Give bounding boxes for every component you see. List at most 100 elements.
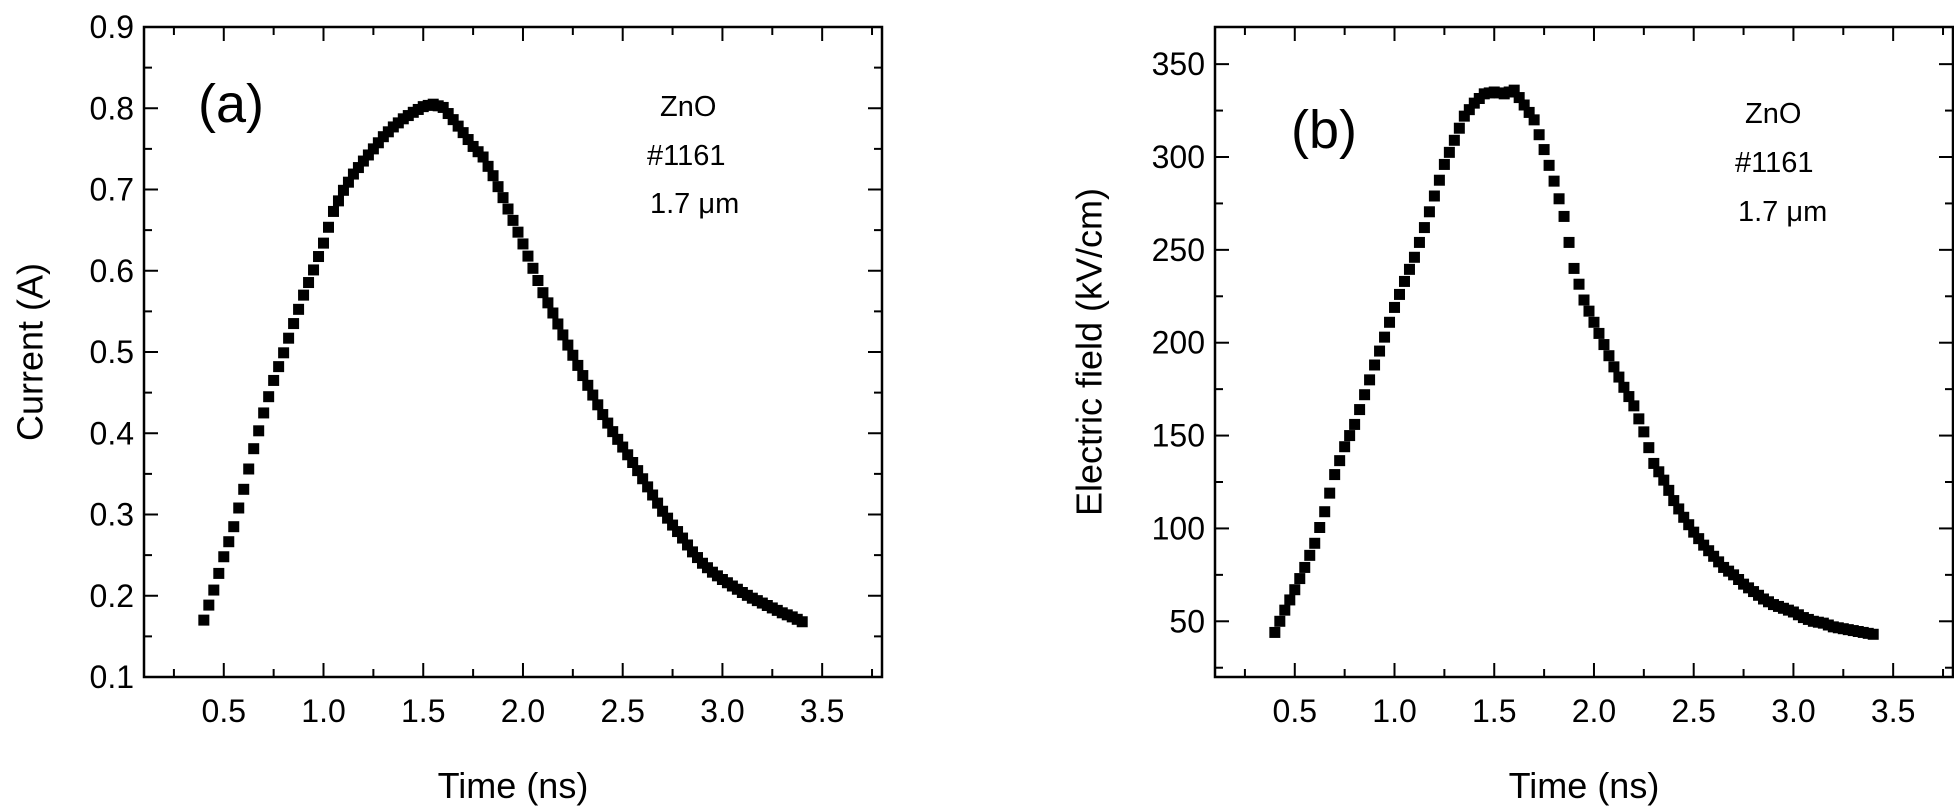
- y-tick-label: 300: [1152, 139, 1205, 175]
- annotation-sample-a: #1161: [647, 140, 726, 172]
- data-point: [796, 616, 808, 628]
- data-point: [1693, 533, 1705, 545]
- data-point: [1403, 263, 1415, 275]
- data-point: [632, 465, 644, 477]
- data-point: [1329, 469, 1341, 481]
- data-point: [1573, 278, 1585, 290]
- data-point: [273, 361, 285, 373]
- data-point: [437, 101, 449, 113]
- ticks-a: 0.5 1.0 1.5 2.0 2.5 3.0 3.5 0.1 0.2 0.3 0.4 0.5 0.6 0…: [90, 9, 882, 729]
- data-point: [1633, 413, 1645, 425]
- x-tick-label: 0.5: [202, 693, 246, 729]
- y-tick-label: 0.7: [90, 172, 134, 208]
- data-point: [482, 160, 494, 172]
- data-point: [672, 526, 684, 538]
- data-point: [293, 303, 305, 315]
- data-point: [627, 457, 639, 468]
- data-point: [1867, 628, 1879, 640]
- data-point: [1349, 418, 1361, 430]
- data-point: [497, 192, 509, 204]
- x-tick-label: 1.0: [1372, 693, 1416, 729]
- data-point: [677, 532, 689, 544]
- data-point: [662, 512, 674, 524]
- data-point: [1668, 495, 1680, 507]
- data-point: [223, 536, 235, 548]
- y-tick-label: 0.4: [90, 415, 134, 451]
- data-point: [238, 483, 250, 495]
- data-point: [1384, 316, 1396, 328]
- data-point: [1284, 594, 1296, 606]
- data-point: [1369, 359, 1381, 371]
- y-tick-label: 200: [1152, 325, 1205, 361]
- x-tick-label: 2.0: [501, 693, 545, 729]
- data-point: [602, 417, 614, 429]
- x-tick-label: 0.5: [1273, 693, 1317, 729]
- data-point: [512, 226, 524, 238]
- y-tick-label: 0.6: [90, 253, 134, 289]
- data-point: [1299, 561, 1311, 573]
- data-point: [1463, 104, 1475, 116]
- data-point: [1638, 426, 1650, 438]
- data-point: [682, 539, 694, 551]
- data-point: [522, 250, 534, 262]
- data-point: [323, 221, 334, 233]
- data-point: [1438, 158, 1450, 170]
- data-point: [597, 409, 609, 421]
- data-point: [1374, 345, 1386, 357]
- data-point: [1309, 537, 1321, 549]
- data-point: [647, 489, 659, 501]
- data-point: [1453, 122, 1465, 134]
- data-point: [1458, 110, 1470, 122]
- x-tick-label: 3.5: [800, 693, 844, 729]
- data-point: [213, 567, 225, 579]
- data-point: [1583, 305, 1595, 317]
- data-point: [1553, 193, 1565, 205]
- data-point: [342, 176, 354, 188]
- data-point: [622, 449, 634, 461]
- data-point: [1428, 190, 1440, 202]
- data-point: [243, 463, 255, 475]
- data-point: [278, 347, 290, 359]
- y-tick-label: 0.3: [90, 497, 134, 533]
- data-point: [372, 137, 384, 149]
- data-point: [1314, 522, 1326, 533]
- ticks-b: 0.5 1.0 1.5 2.0 2.5 3.0 3.5 50 100 150 200 250 300 35…: [1152, 27, 1953, 729]
- data-point: [1708, 550, 1720, 562]
- y-tick-label: 350: [1152, 46, 1205, 82]
- data-point: [218, 551, 230, 563]
- data-point: [362, 149, 374, 161]
- annotation-thickness-a: 1.7 μm: [650, 188, 739, 220]
- data-point: [1603, 350, 1615, 362]
- data-point: [298, 289, 310, 301]
- data-point: [367, 143, 379, 155]
- x-tick-label: 1.5: [401, 693, 445, 729]
- data-point: [1508, 84, 1520, 96]
- panel-a-current: 0.5 1.0 1.5 2.0 2.5 3.0 3.5 0.1 0.2 0.3 0.4 0.5 0.6 0…: [10, 9, 884, 806]
- data-point: [1678, 511, 1690, 523]
- data-point: [1398, 275, 1410, 287]
- data-point: [567, 349, 579, 361]
- x-tick-label: 3.0: [700, 693, 744, 729]
- data-point: [1533, 129, 1545, 141]
- x-tick-label: 1.5: [1472, 693, 1516, 729]
- y-tick-label: 0.5: [90, 334, 134, 370]
- annotation-material-b: ZnO: [1745, 98, 1801, 130]
- x-tick-label: 2.5: [600, 693, 644, 729]
- data-point: [537, 287, 549, 299]
- data-point: [572, 359, 584, 371]
- data-point: [268, 374, 280, 386]
- y-axis-title-a: Current (A): [10, 263, 51, 441]
- data-point: [1389, 301, 1401, 313]
- data-point: [1394, 288, 1405, 300]
- data-point: [442, 108, 454, 120]
- data-points-b: [1269, 84, 1879, 640]
- data-point: [502, 203, 514, 215]
- data-point: [1289, 584, 1301, 596]
- data-point: [542, 297, 554, 309]
- data-point: [492, 181, 504, 193]
- data-point: [517, 238, 529, 250]
- data-point: [1673, 503, 1685, 515]
- data-point: [233, 502, 245, 514]
- data-point: [248, 443, 260, 455]
- data-point: [692, 552, 703, 564]
